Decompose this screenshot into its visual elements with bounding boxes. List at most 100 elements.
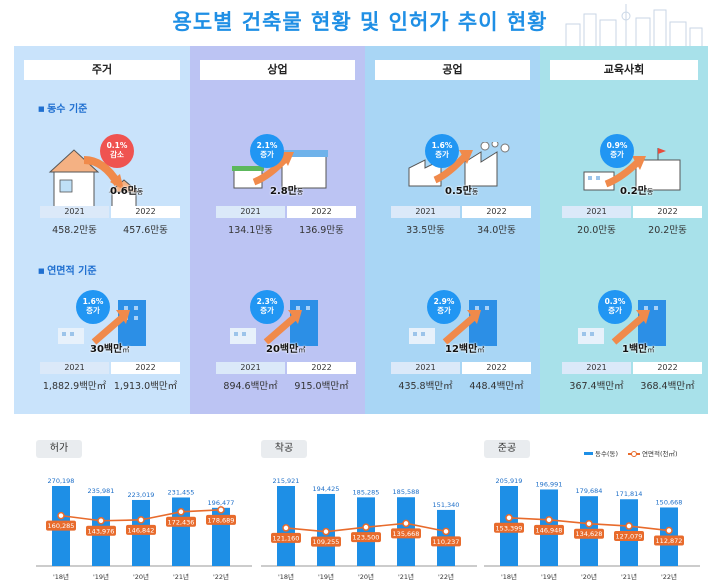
legend-bar: 동수(동) [584, 448, 618, 458]
x-tick-label: '19년 [541, 572, 557, 581]
value-row: 458.2만동 457.6만동 [52, 225, 168, 236]
x-tick-label: '22년 [661, 572, 677, 581]
bar-data-label: 235,981 [88, 487, 115, 495]
area-basis-label: 연면적 기준 [38, 262, 96, 277]
line-data-label: 110,237 [433, 538, 460, 546]
value-row: 1,882.9백만㎡ 1,913.0백만㎡ [42, 381, 178, 392]
value-row: 894.6백만㎡ 915.0백만㎡ [223, 381, 349, 392]
line-data-label: 127,079 [616, 533, 643, 541]
line-label-box [431, 536, 461, 547]
building-growth-icon [58, 300, 146, 346]
line-point [282, 524, 290, 532]
bar-data-label: 196,477 [208, 499, 235, 507]
bar [172, 497, 190, 566]
line-label-box [494, 522, 524, 533]
amount-label: 30백만㎡ [90, 344, 130, 355]
line-point [545, 516, 553, 524]
x-tick-label: '21년 [398, 572, 414, 581]
value-row: 33.5만동 34.0만동 [406, 225, 516, 236]
change-badge: 1.6% 증가 [425, 134, 459, 168]
line-data-label: 160,285 [48, 522, 75, 530]
year-row: 2021 2022 [562, 206, 702, 218]
line-point [505, 514, 513, 522]
bar-data-label: 151,340 [433, 501, 460, 509]
chart-title: 허가 [36, 440, 82, 458]
x-tick-label: '21년 [173, 572, 189, 581]
line-label-box [206, 514, 236, 525]
line-point [177, 508, 185, 516]
line-label-box [86, 525, 116, 536]
bar-data-label: 270,198 [48, 477, 75, 485]
line-label-box [654, 535, 684, 546]
amount-label: 0.5만동 [445, 186, 479, 197]
line-label-box [166, 516, 196, 527]
chart-plot: 215,921 '18년 194,425 '19년 185,285 '20년 185,588… [261, 477, 477, 581]
year-row: 2021 2022 [40, 362, 180, 374]
building-growth-icon [230, 300, 318, 346]
value-row: 20.0만동 20.2만동 [577, 225, 687, 236]
line-data-label: 153,399 [496, 524, 523, 532]
line-point [442, 527, 450, 536]
year-row: 2021 2022 [216, 206, 356, 218]
line-data-label: 172,436 [168, 518, 195, 526]
x-tick-label: '21년 [621, 572, 637, 581]
page-title: 용도별 건축물 현황 및 인허가 추이 현황 [172, 10, 548, 34]
panel-commercial: 상업 2.1% 증가 2.8만동 2021 2022 134.1만동 136.9만동 … [190, 46, 365, 414]
bar-data-label: 231,455 [168, 488, 195, 496]
year-row: 2021 2022 [391, 206, 531, 218]
panel-title: 상업 [200, 60, 355, 80]
line-point [57, 511, 65, 520]
bar-data-label: 171,814 [616, 490, 643, 498]
panel-title: 공업 [375, 60, 530, 80]
line-label-box [614, 531, 644, 542]
bar-data-label: 185,588 [393, 488, 420, 496]
line-point [322, 527, 330, 536]
line-data-label: 134,628 [576, 530, 603, 538]
line-label-box [351, 532, 381, 543]
chart-title: 준공 [484, 440, 530, 458]
line-data-label: 121,160 [273, 534, 300, 542]
x-tick-label: '22년 [438, 572, 454, 581]
line-point [625, 522, 633, 530]
amount-label: 0.2만동 [620, 186, 654, 197]
value-row: 134.1만동 136.9만동 [228, 225, 344, 236]
x-tick-label: '20년 [358, 572, 374, 581]
change-badge: 2.1% 증가 [250, 134, 284, 168]
chart-legend: 동수(동) 연면적(천㎡) [584, 448, 678, 458]
city-skyline-icon [565, 4, 703, 48]
chart-plot: 205,919 '18년 196,991 '19년 179,684 '20년 171,814… [484, 477, 700, 581]
panel-title: 주거 [24, 60, 180, 80]
change-badge: 2.3% 증가 [250, 290, 284, 324]
x-tick-label: '18년 [501, 572, 517, 581]
line-data-label: 135,668 [393, 530, 420, 538]
bar-data-label: 150,668 [656, 498, 683, 506]
year-row: 2021 2022 [40, 206, 180, 218]
change-badge: 2.9% 증가 [427, 290, 461, 324]
x-tick-label: '20년 [133, 572, 149, 581]
x-tick-label: '18년 [53, 572, 69, 581]
panel-title: 교육사회 [550, 60, 698, 80]
shop-icon [232, 150, 328, 189]
bar-data-label: 196,991 [536, 480, 563, 488]
year-row: 2021 2022 [562, 362, 702, 374]
line-data-label: 178,689 [208, 516, 235, 524]
value-row: 367.4백만㎡ 368.4백만㎡ [569, 381, 695, 392]
chart-plot: 270,198 '18년 235,981 '19년 223,019 '20년 231,455… [36, 477, 252, 581]
line-data-label: 123,500 [353, 534, 380, 542]
year-row: 2021 2022 [391, 362, 531, 374]
line-data-label: 146,842 [128, 526, 155, 534]
amount-label: 0.6만동 [110, 186, 144, 197]
bar-data-label: 194,425 [313, 485, 340, 493]
bar-data-label: 205,919 [496, 477, 523, 485]
line-label-box [46, 520, 76, 531]
line-label-box [271, 532, 301, 543]
line-label-box [126, 524, 156, 535]
year-row: 2021 2022 [216, 362, 356, 374]
change-badge: 1.6% 증가 [76, 290, 110, 324]
completion-chart: 준공 205,919 '18년 196,991 '19년 179,684 '20년 171,… [478, 438, 706, 583]
amount-label: 20백만㎡ [266, 344, 306, 355]
building-growth-icon [409, 300, 497, 346]
line-point [97, 517, 105, 525]
bar [357, 497, 375, 566]
line-point [402, 519, 410, 528]
